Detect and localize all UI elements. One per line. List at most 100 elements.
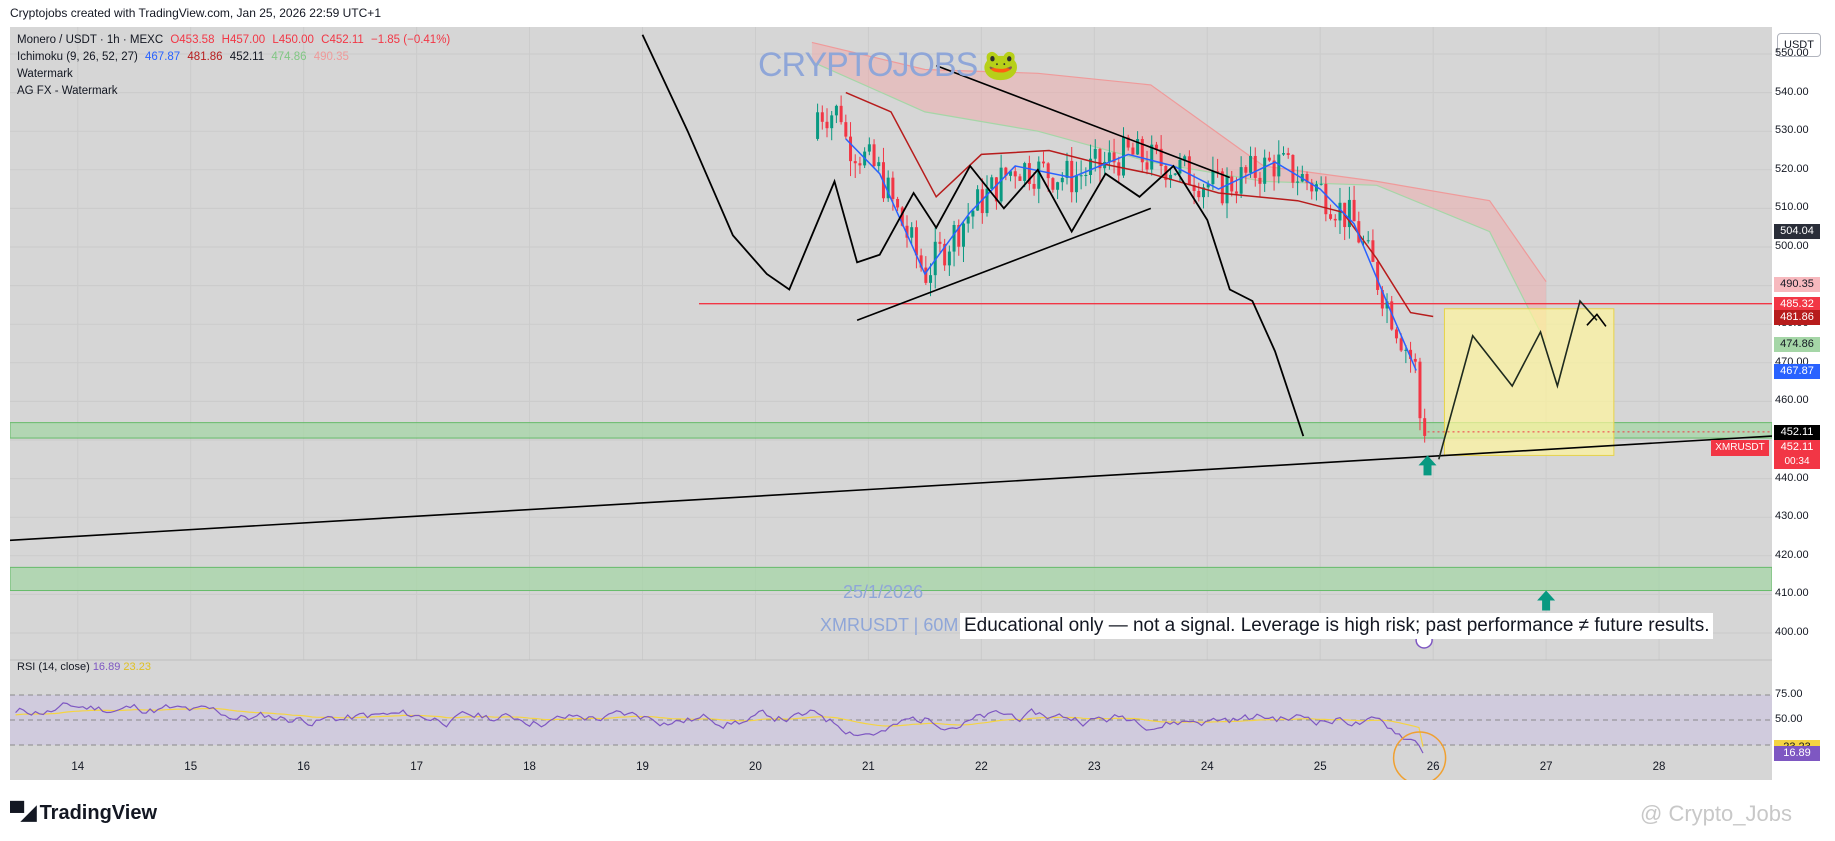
- candle: [924, 267, 928, 283]
- date-label: 20: [749, 761, 762, 773]
- ichimoku-span-b-value: 490.35: [313, 51, 349, 63]
- candle: [999, 167, 1003, 202]
- candle: [1314, 184, 1318, 192]
- ichimoku-legend[interactable]: Ichimoku (9, 26, 52, 27) 467.87 481.86 4…: [17, 51, 353, 63]
- price-tag: 490.35: [1774, 277, 1820, 293]
- candle: [933, 241, 937, 276]
- projection-path: [1438, 299, 1598, 460]
- price-label: 460.00: [1775, 394, 1809, 407]
- candle: [914, 227, 918, 256]
- candle: [1136, 139, 1140, 155]
- triangle-upper-line: [935, 64, 1231, 179]
- projection-box: [1443, 308, 1615, 456]
- candle: [1197, 190, 1201, 198]
- price-label: 510.00: [1775, 201, 1809, 214]
- candle: [1366, 240, 1370, 242]
- candle: [1258, 177, 1262, 184]
- ichimoku-span-a-value: 474.86: [271, 51, 307, 63]
- candle: [1150, 144, 1154, 170]
- support-zone: [10, 566, 1772, 592]
- candle: [1046, 163, 1050, 179]
- tradingview-logo-icon: ▀◢: [10, 802, 37, 824]
- open-value: O453.58: [170, 34, 215, 46]
- candle: [1037, 161, 1041, 189]
- candle: [853, 161, 857, 164]
- candle: [1357, 221, 1361, 243]
- candle: [858, 163, 862, 166]
- candle: [971, 210, 975, 217]
- ichimoku-cloud: [811, 42, 1547, 344]
- rsi-ma-value: 23.23: [123, 661, 151, 673]
- tenkan-line: [845, 138, 1417, 371]
- candle: [1060, 177, 1064, 183]
- candle: [1244, 167, 1248, 173]
- rsi-value: 16.89: [92, 661, 121, 673]
- frog-icon: 🐸: [982, 49, 1020, 82]
- candle: [1305, 174, 1309, 183]
- candle: [1154, 144, 1158, 149]
- date-label: 15: [184, 761, 198, 773]
- candle: [947, 251, 951, 266]
- watermark-date: 25/1/2026: [843, 582, 924, 602]
- candle: [1277, 154, 1281, 177]
- watermark-symbol: XMRUSDT | 60M: [820, 615, 959, 635]
- chart-area[interactable]: [10, 27, 1772, 780]
- price-chart[interactable]: [10, 27, 1772, 780]
- candle: [1145, 162, 1149, 170]
- candle: [1263, 157, 1267, 184]
- rsi-level-label: 50.00: [1775, 713, 1803, 725]
- candle: [1004, 167, 1008, 176]
- candle: [1117, 162, 1121, 176]
- date-label: 24: [1200, 761, 1214, 773]
- tradingview-logo[interactable]: ▀◢ TradingView: [10, 800, 157, 825]
- change-value: −1.85 (−0.41%): [370, 34, 451, 46]
- oversold-highlight: [1392, 731, 1447, 780]
- rsi-tag: 16.89: [1774, 746, 1820, 762]
- kijun-line: [845, 91, 1434, 318]
- candle: [990, 177, 994, 189]
- candle: [820, 112, 824, 122]
- candle: [877, 162, 881, 167]
- candle: [952, 224, 956, 252]
- candle: [1413, 358, 1417, 362]
- candle: [976, 189, 980, 211]
- candle: [1079, 175, 1083, 177]
- candle: [872, 144, 876, 167]
- price-label: 440.00: [1775, 471, 1809, 484]
- candle: [1225, 176, 1229, 204]
- support-zone: [10, 422, 1772, 439]
- candle: [1371, 240, 1375, 262]
- symbol-legend[interactable]: Monero / USDT · 1h · MEXC O453.58 H457.0…: [17, 34, 454, 46]
- up-arrow-icon: [1418, 455, 1437, 476]
- price-tag: 504.04: [1774, 224, 1820, 240]
- candle: [961, 223, 965, 247]
- price-label: 410.00: [1775, 587, 1809, 600]
- candle: [1376, 261, 1380, 290]
- candle: [896, 198, 900, 208]
- close-value: C452.11: [321, 34, 364, 46]
- candle: [886, 177, 890, 199]
- candle: [1065, 160, 1069, 178]
- candle: [957, 224, 961, 247]
- candle: [905, 225, 909, 238]
- price-tag: 467.87: [1774, 364, 1820, 380]
- price-label: 500.00: [1775, 240, 1809, 252]
- date-label: 22: [974, 761, 988, 773]
- candle: [844, 122, 848, 137]
- candle: [1183, 156, 1187, 161]
- candle: [919, 255, 923, 268]
- candle: [1013, 171, 1017, 177]
- watermark-legend[interactable]: Watermark: [17, 68, 73, 80]
- date-label: 16: [297, 761, 311, 773]
- date-label: 17: [410, 761, 423, 773]
- candle: [1173, 173, 1177, 175]
- candle: [1286, 153, 1290, 155]
- agfx-watermark-legend[interactable]: AG FX - Watermark: [17, 85, 118, 97]
- candle: [966, 216, 970, 224]
- candle: [910, 227, 914, 238]
- price-label: 540.00: [1775, 85, 1809, 98]
- rsi-legend[interactable]: RSI (14, close) 16.89 23.23: [17, 661, 151, 673]
- chart-header: Cryptojobs created with TradingView.com,…: [10, 6, 381, 20]
- currency-unit-button[interactable]: USDT: [1777, 33, 1821, 57]
- candle: [994, 177, 998, 202]
